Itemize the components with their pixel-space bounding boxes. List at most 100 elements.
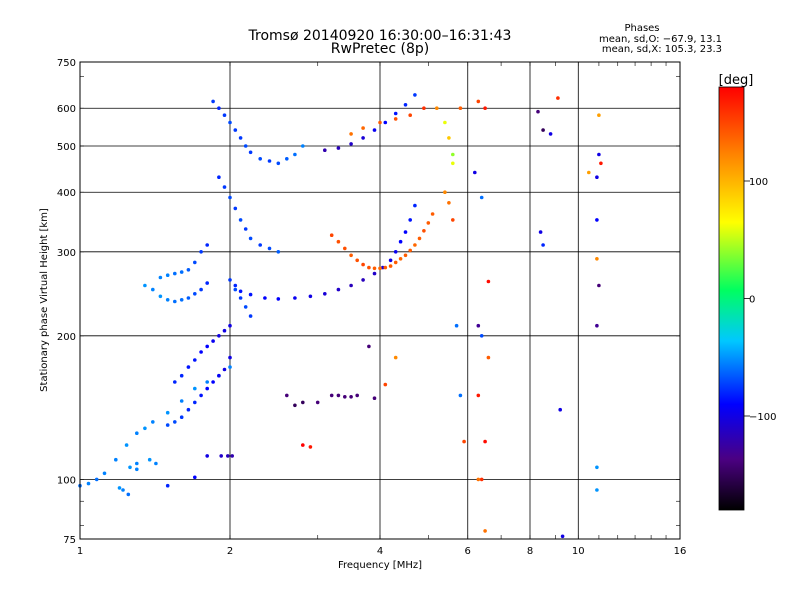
data-point [248, 236, 253, 241]
data-point [267, 159, 272, 163]
data-point [199, 250, 203, 254]
data-point [158, 275, 163, 280]
data-point [217, 373, 221, 378]
data-point [595, 257, 599, 261]
data-point [538, 230, 543, 234]
x-tick-label: 1 [77, 546, 83, 557]
data-point [355, 393, 360, 398]
data-point [451, 152, 455, 157]
data-point [186, 365, 191, 369]
data-point [233, 128, 238, 132]
data-point [165, 410, 170, 415]
data-point [383, 265, 388, 270]
data-point [361, 126, 365, 130]
data-point [228, 365, 232, 369]
data-point [301, 144, 305, 148]
plot-area: 1 2 4 6 8 10 16 750 600 500 400 300 200 100 75 [57, 58, 686, 557]
data-point [211, 99, 215, 104]
data-point [486, 279, 491, 284]
data-point [343, 395, 347, 399]
data-point [186, 296, 191, 300]
data-point [117, 486, 122, 490]
data-point [263, 296, 267, 300]
data-point [483, 106, 487, 110]
data-point [454, 323, 459, 328]
data-point [336, 287, 341, 292]
data-point [222, 328, 227, 333]
data-point [135, 431, 139, 436]
colorbar-tick-label: −100 [749, 412, 776, 423]
data-point [205, 281, 209, 285]
x-tick-label: 2 [227, 546, 233, 557]
data-point [233, 287, 238, 292]
data-point [165, 423, 170, 427]
data-point [560, 534, 565, 539]
data-point [380, 265, 385, 270]
data-point [165, 273, 170, 278]
data-point [476, 323, 481, 328]
data-point [393, 111, 398, 116]
y-tick-label: 500 [57, 142, 76, 153]
data-point [430, 212, 435, 216]
data-point [243, 305, 248, 309]
data-point [417, 236, 422, 241]
data-point [173, 299, 177, 304]
data-point [413, 243, 417, 247]
colorbar [718, 86, 745, 511]
x-axis: 1 2 4 6 8 10 16 [77, 62, 687, 557]
data-point [243, 227, 248, 231]
data-point [393, 117, 398, 121]
data-point [541, 128, 545, 132]
data-point [258, 157, 263, 161]
data-point [597, 113, 601, 117]
y-tick-label: 400 [57, 188, 76, 199]
data-point [238, 289, 243, 294]
colorbar-tick-label: 100 [749, 177, 768, 188]
data-point [94, 477, 99, 482]
x-tick-label: 4 [377, 546, 383, 557]
data-point [408, 218, 413, 222]
data-point [158, 294, 163, 299]
data-point [398, 239, 403, 244]
data-point [393, 355, 398, 360]
data-point [228, 355, 232, 360]
data-point [323, 148, 327, 152]
data-point [479, 477, 484, 482]
data-point [186, 407, 191, 412]
data-point [422, 229, 426, 233]
data-point [476, 99, 481, 104]
data-point [233, 206, 238, 211]
data-point [597, 152, 601, 157]
data-point [413, 93, 417, 97]
y-tick-label: 200 [57, 332, 76, 343]
data-point [199, 287, 203, 292]
data-point [349, 132, 353, 136]
data-point [536, 109, 540, 114]
data-point [228, 120, 232, 125]
data-point [193, 400, 197, 405]
data-point [383, 382, 388, 387]
data-point [595, 323, 599, 328]
data-point [393, 260, 398, 265]
x-tick-label: 16 [674, 546, 687, 557]
data-point [308, 445, 313, 449]
data-point [413, 203, 417, 208]
data-point [179, 415, 184, 420]
data-point [479, 195, 484, 200]
data-point [595, 488, 599, 492]
data-point [219, 454, 223, 458]
data-point [301, 400, 305, 405]
data-point [151, 287, 155, 292]
data-point [451, 161, 455, 166]
data-point [199, 350, 203, 354]
data-point [102, 471, 107, 476]
data-point [165, 483, 170, 488]
data-point [233, 283, 238, 288]
colorbar-ticks: 100 0 −100 [744, 177, 776, 423]
data-point [372, 396, 377, 401]
grid [80, 62, 680, 539]
data-point [179, 399, 184, 403]
data-point [595, 465, 599, 470]
data-point [211, 380, 215, 384]
